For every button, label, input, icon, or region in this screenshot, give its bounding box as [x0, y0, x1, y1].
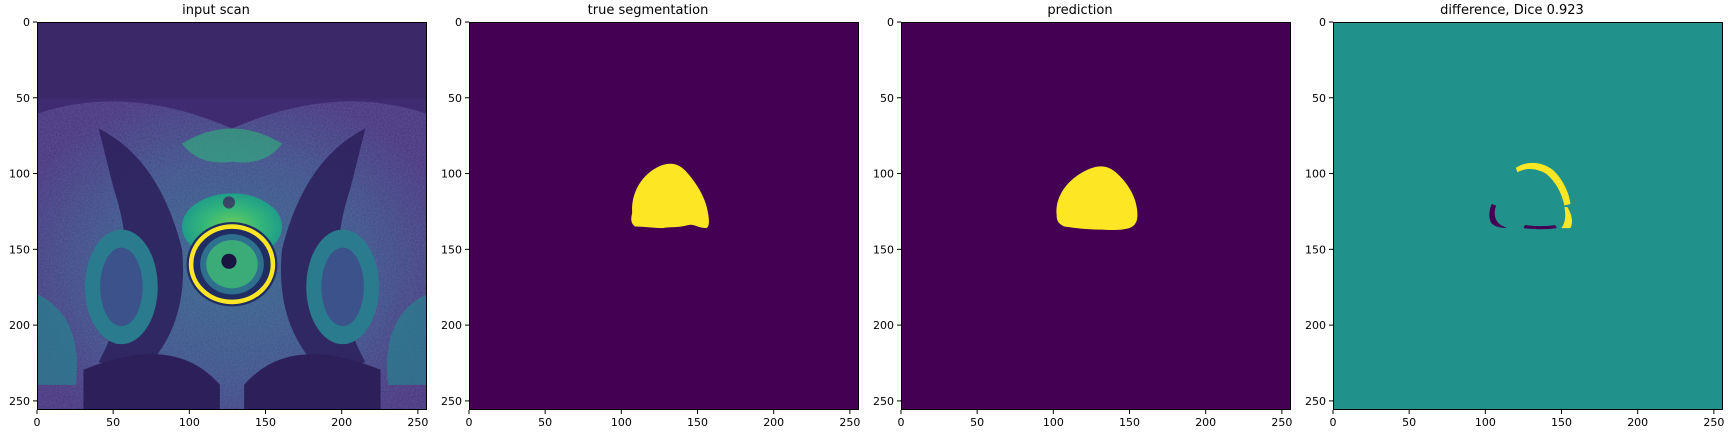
x-tick-label: 200 [331, 416, 352, 429]
x-tick-label: 100 [1475, 416, 1496, 429]
y-tick-label: 200 [1305, 319, 1326, 332]
x-tick-label: 100 [611, 416, 632, 429]
prediction-mask [1056, 166, 1138, 230]
x-tick-label: 0 [34, 416, 41, 429]
panel-title: prediction [1047, 3, 1113, 18]
x-tick-label: 250 [1271, 416, 1292, 429]
x-tick-label: 150 [687, 416, 708, 429]
y-tick-label: 150 [873, 243, 894, 256]
y-tick-label: 150 [441, 243, 462, 256]
diff-false-negative-right [1561, 206, 1573, 229]
truth-mask [631, 163, 709, 229]
y-tick-label: 100 [1305, 168, 1326, 181]
y-tick-label: 250 [1305, 395, 1326, 408]
x-tick-label: 0 [1330, 416, 1337, 429]
y-tick-label: 100 [9, 168, 30, 181]
x-tick-label: 50 [970, 416, 984, 429]
x-tick-label: 200 [763, 416, 784, 429]
x-tick-label: 150 [255, 416, 276, 429]
image-prediction [901, 22, 1291, 410]
panel-difference: difference, Dice 0.923 0 50 100 150 200 250 0 5… [1296, 0, 1728, 432]
x-tick-label: 0 [898, 416, 905, 429]
x-tick-label: 200 [1195, 416, 1216, 429]
y-tick-label: 250 [9, 395, 30, 408]
x-tick-label: 50 [1402, 416, 1416, 429]
y-tick-label: 50 [1312, 92, 1326, 105]
panel-title: difference, Dice 0.923 [1440, 3, 1584, 18]
y-tick-label: 50 [880, 92, 894, 105]
x-tick-label: 150 [1119, 416, 1140, 429]
y-tick-label: 200 [9, 319, 30, 332]
y-tick-label: 150 [9, 243, 30, 256]
y-tick-label: 250 [441, 395, 462, 408]
panel-title: input scan [182, 3, 250, 18]
x-tick-label: 250 [407, 416, 428, 429]
x-tick-label: 250 [839, 416, 860, 429]
diff-false-positive [1489, 203, 1507, 229]
x-tick-label: 50 [538, 416, 552, 429]
x-tick-label: 150 [1551, 416, 1572, 429]
x-tick-label: 0 [466, 416, 473, 429]
x-tick-label: 100 [1043, 416, 1064, 429]
diff-false-positive-bottom [1523, 225, 1557, 230]
y-tick-label: 100 [441, 168, 462, 181]
x-tick-label: 200 [1627, 416, 1648, 429]
x-tick-label: 50 [106, 416, 120, 429]
y-tick-label: 200 [441, 319, 462, 332]
image-true-segmentation [469, 22, 859, 410]
panel-input-scan: input scan [0, 0, 432, 432]
diff-false-negative [1515, 162, 1571, 206]
x-tick-label: 250 [1703, 416, 1724, 429]
y-tick-label: 200 [873, 319, 894, 332]
y-tick-label: 250 [873, 395, 894, 408]
panel-prediction: prediction 0 50 100 150 200 250 0 50 100 150 200 25… [864, 0, 1296, 432]
x-tick-label: 100 [179, 416, 200, 429]
y-tick-label: 50 [16, 92, 30, 105]
y-tick-label: 150 [1305, 243, 1326, 256]
image-input-scan [37, 22, 427, 410]
image-difference [1333, 22, 1723, 410]
panel-true-segmentation: true segmentation 0 50 100 150 200 250 0 50 100 1… [432, 0, 864, 432]
panel-title: true segmentation [587, 3, 709, 18]
y-tick-label: 100 [873, 168, 894, 181]
y-tick-label: 50 [448, 92, 462, 105]
